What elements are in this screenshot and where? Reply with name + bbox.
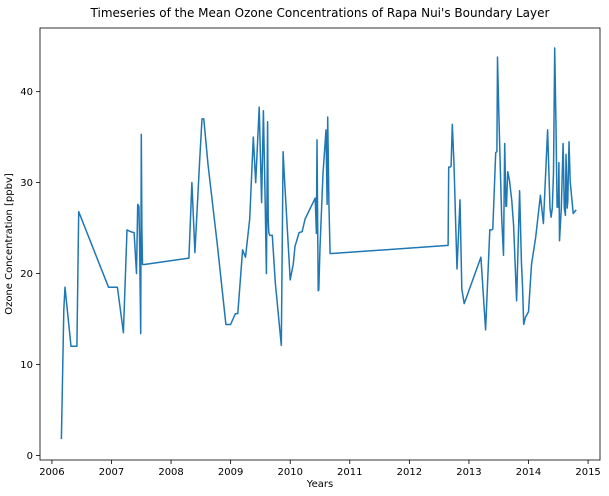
series-line-0 (60, 47, 577, 440)
x-tick-label: 2014 (516, 467, 541, 478)
x-tick-label: 2008 (158, 467, 183, 478)
chart-title: Timeseries of the Mean Ozone Concentrati… (90, 6, 550, 20)
x-tick-label: 2012 (397, 467, 422, 478)
y-tick-label: 30 (20, 178, 33, 189)
x-tick-label: 2007 (99, 467, 124, 478)
x-tick-label: 2011 (337, 467, 362, 478)
x-tick-label: 2009 (218, 467, 243, 478)
x-tick-label: 2010 (277, 467, 302, 478)
y-tick-label: 0 (27, 451, 33, 462)
y-tick-label: 40 (20, 87, 33, 98)
x-tick-label: 2006 (39, 467, 64, 478)
x-axis: 2006 2007 2008 2009 2010 2011 2012 2013 2014 2015 (39, 460, 601, 478)
plot-area (60, 47, 577, 440)
x-tick-label: 2013 (456, 467, 481, 478)
y-axis-label: Ozone Concentration [ppbv] (4, 173, 15, 315)
x-tick-label: 2015 (575, 467, 600, 478)
axes-frame (39, 27, 601, 461)
y-tick-label: 20 (20, 269, 33, 280)
y-axis: 0 10 20 30 40 (20, 87, 40, 462)
y-tick-label: 10 (20, 360, 33, 371)
x-axis-label: Years (306, 479, 333, 490)
